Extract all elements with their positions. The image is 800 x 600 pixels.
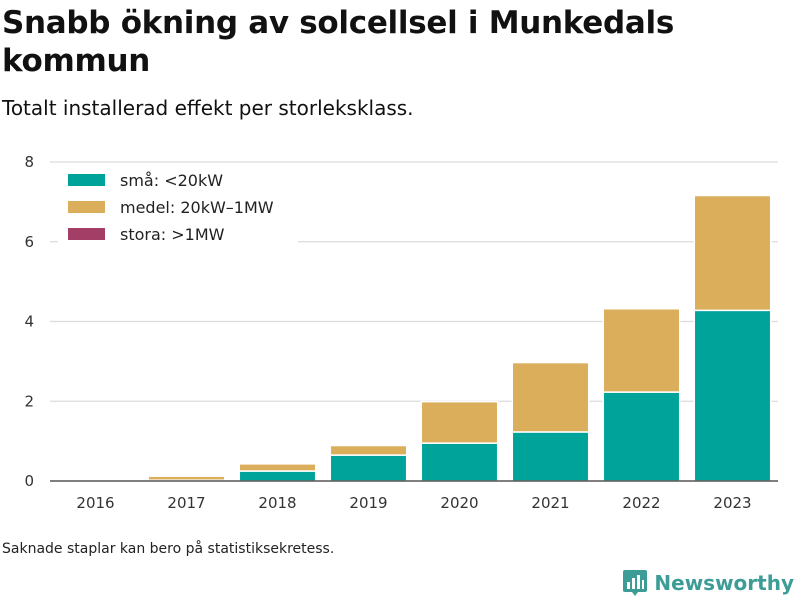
bar-2021-series-1 [511, 361, 590, 433]
bar-2017-series-1 [147, 475, 226, 481]
y-tick-label: 6 [24, 233, 34, 251]
legend-label: stora: >1MW [120, 225, 225, 244]
stacked-bar-chart: 0 2 4 6 8 2016 2017 2018 2019 2020 2021 2022 2023 s… [24, 153, 778, 512]
x-tick-label: 2020 [440, 494, 478, 512]
bar-2020-series-1 [420, 400, 499, 444]
x-tick-label: 2017 [167, 494, 205, 512]
bar-2022-series-0 [602, 391, 681, 482]
bar-2021-series-0 [511, 431, 590, 482]
chart-title: Snabb ökning av solcellsel i Munkedals k… [2, 5, 674, 79]
legend: små: <20kW medel: 20kW–1MW stora: >1MW [58, 166, 298, 246]
bar-2018-series-1 [238, 463, 317, 472]
chart-subtitle: Totalt installerad effekt per storlekskl… [2, 96, 414, 120]
legend-swatch [68, 201, 105, 213]
y-axis-ticks: 0 2 4 6 8 [24, 153, 34, 490]
x-tick-label: 2018 [258, 494, 296, 512]
legend-label: medel: 20kW–1MW [120, 198, 274, 217]
bar-2020-series-0 [420, 442, 499, 482]
y-tick-label: 2 [24, 392, 34, 410]
x-tick-label: 2022 [622, 494, 660, 512]
bar-2019-series-0 [329, 454, 408, 482]
x-tick-label: 2023 [713, 494, 751, 512]
y-tick-label: 0 [24, 472, 34, 490]
bar-2022-series-1 [602, 307, 681, 393]
footnote: Saknade staplar kan bero på statistiksek… [2, 541, 335, 557]
x-tick-label: 2021 [531, 494, 569, 512]
legend-swatch [68, 174, 105, 186]
brand-name: Newsworthy [654, 571, 794, 595]
brand-logo[interactable]: Newsworthy [622, 566, 794, 600]
bar-2023-series-1 [693, 194, 772, 312]
bar-2018-series-0 [238, 470, 317, 482]
x-tick-label: 2016 [76, 494, 114, 512]
bar-chart-logo-icon [623, 570, 648, 596]
bars [147, 194, 772, 482]
y-tick-label: 8 [24, 153, 34, 171]
bar-2019-series-1 [329, 444, 408, 456]
x-tick-label: 2019 [349, 494, 387, 512]
y-tick-label: 4 [24, 313, 34, 331]
x-axis-ticks: 2016 2017 2018 2019 2020 2021 2022 2023 [76, 494, 751, 512]
bar-2023-series-0 [693, 309, 772, 482]
legend-label: små: <20kW [120, 171, 223, 190]
legend-swatch [68, 228, 105, 240]
